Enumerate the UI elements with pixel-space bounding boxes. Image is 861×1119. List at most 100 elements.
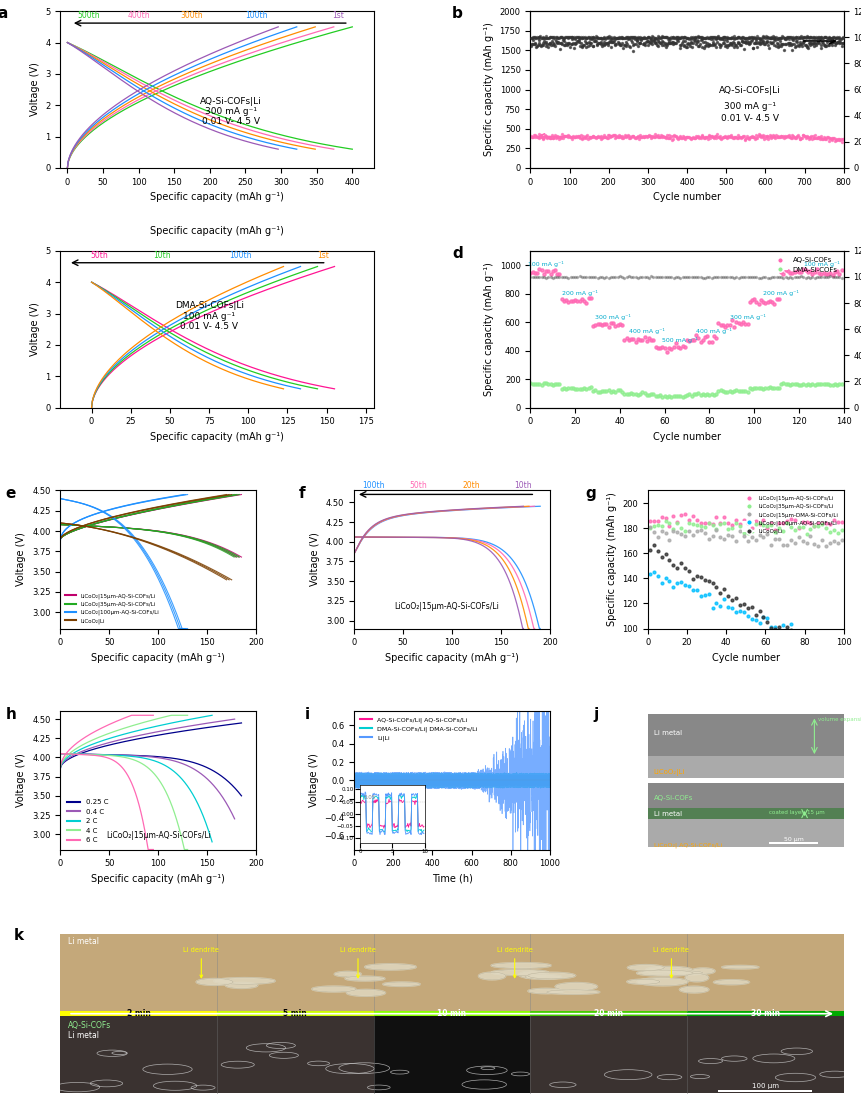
Point [604,314,618,332]
Text: 50th: 50th [409,481,426,490]
Point [631,269,645,286]
Point [602,126,616,144]
Point [803,527,817,545]
Point [526,263,540,281]
Point [634,129,647,147]
Point [611,126,625,144]
Point [836,29,850,47]
Point [523,375,537,393]
Point [753,614,766,632]
Point [631,28,645,46]
Text: Li metal: Li metal [653,730,682,736]
Point [750,30,764,48]
Point [753,526,766,544]
Point [643,35,657,53]
Point [588,128,602,145]
Point [596,35,610,53]
Point [710,28,724,46]
Point [523,267,537,285]
Point [673,126,687,144]
Point [801,28,815,46]
Point [628,35,641,53]
Point [724,34,738,51]
Point [585,28,598,46]
Point [722,514,735,532]
Point [715,30,728,48]
Point [713,29,727,47]
Point [711,128,725,145]
Point [651,387,665,405]
Point [703,35,716,53]
Point [612,29,626,47]
Point [807,28,821,46]
Point [705,385,719,403]
Point [792,528,806,546]
Point [813,29,827,47]
Point [756,34,770,51]
Point [643,565,657,583]
Point [756,125,770,143]
Point [651,27,665,45]
Point [702,514,715,532]
Point [680,29,694,47]
Point [709,508,723,526]
Point [702,529,715,547]
Point [567,28,581,46]
Point [826,29,839,47]
Polygon shape [491,969,548,976]
Point [721,129,734,147]
Point [705,333,719,351]
Point [832,130,846,148]
Point [793,35,807,53]
Point [776,521,790,539]
Point [808,29,822,47]
Point [582,128,596,145]
Point [725,592,739,610]
Point [730,38,744,56]
Point [808,517,821,535]
Point [700,385,714,403]
Point [697,39,711,57]
Point [680,38,694,56]
Point [804,28,818,46]
Point [741,34,755,51]
Point [561,29,574,47]
Polygon shape [528,972,576,979]
Point [811,34,825,51]
Point [746,39,760,57]
Point [751,34,765,51]
Point [826,32,839,50]
Point [540,32,554,50]
Point [567,29,580,47]
Point [778,269,792,286]
Title: Specific capacity (mAh g⁻¹): Specific capacity (mAh g⁻¹) [150,226,284,236]
Point [815,516,829,534]
Point [582,34,596,51]
Point [566,30,579,48]
Point [628,28,641,46]
Point [792,29,806,47]
Point [689,326,703,344]
Point [736,383,750,401]
Point [660,130,673,148]
Point [823,523,837,540]
Point [706,574,720,592]
Point [819,375,833,393]
Bar [647,755,844,778]
Bar [374,1012,530,1016]
Point [821,37,834,55]
Point [820,28,833,46]
Point [717,590,731,608]
Point [711,29,725,47]
Point [682,128,696,145]
Point [709,269,723,286]
Point [571,292,585,310]
Text: 300 mA g⁻¹: 300 mA g⁻¹ [724,102,776,111]
Point [725,519,739,537]
Point [752,32,765,50]
Point [759,129,772,147]
Point [830,376,844,394]
Point [734,129,747,147]
Point [548,30,562,48]
Text: 400 mA g⁻¹: 400 mA g⁻¹ [696,328,732,335]
